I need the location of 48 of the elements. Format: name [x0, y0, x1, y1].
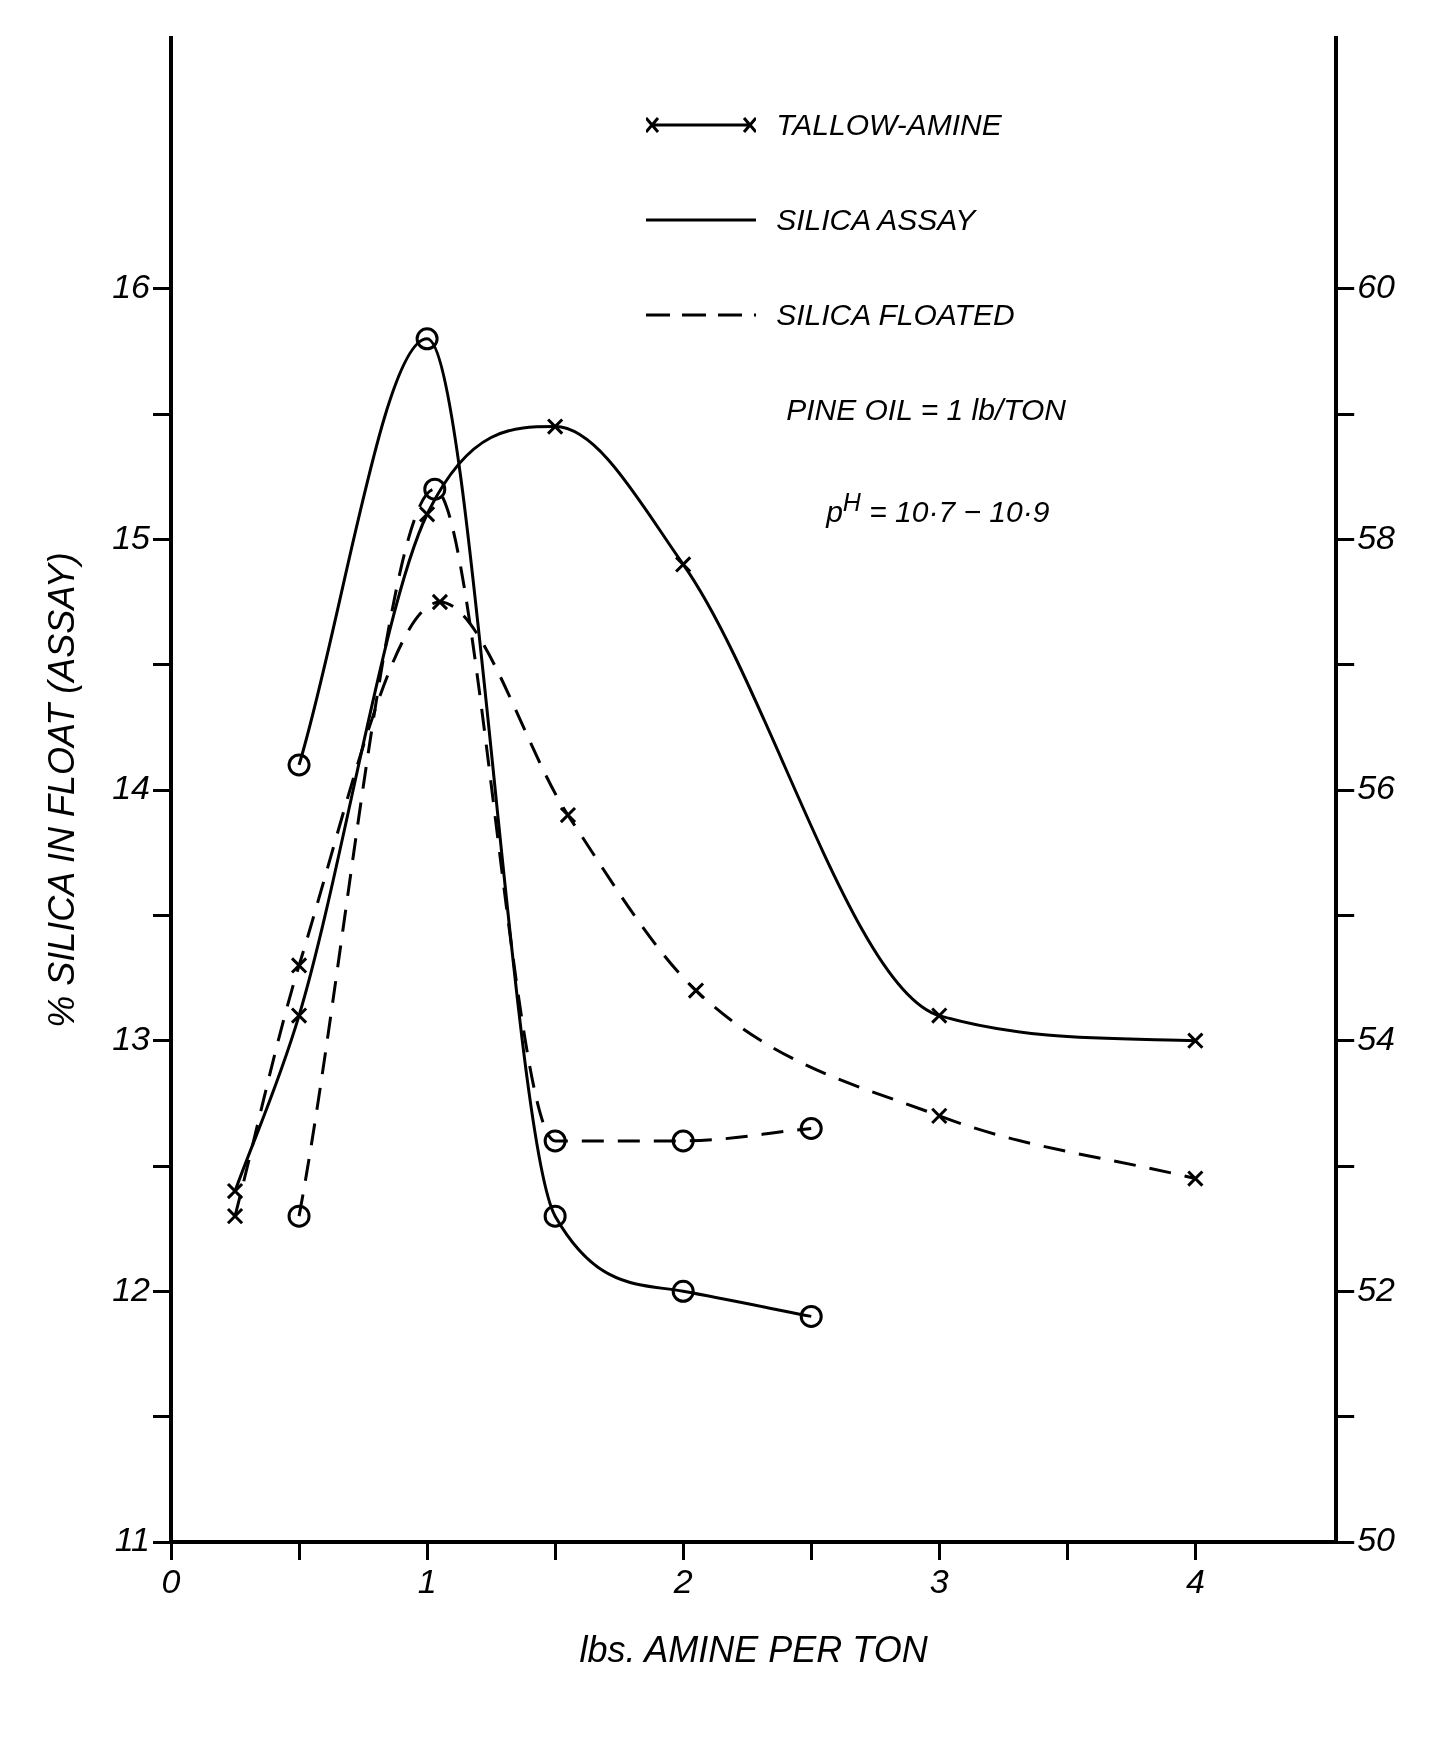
point [431, 593, 449, 611]
point [799, 1116, 823, 1140]
point [418, 505, 436, 523]
y-tick-label: 12 [112, 1269, 151, 1308]
point [423, 477, 447, 501]
point [290, 1007, 308, 1025]
y2-tick-label: 60 [1357, 267, 1396, 306]
point [930, 1007, 948, 1025]
y2-tick-label: 54 [1357, 1019, 1396, 1058]
x-axis-title: lbs. AMINE PER TON [579, 1629, 929, 1671]
point [559, 806, 577, 824]
point [1186, 1032, 1204, 1050]
annotation: SILICA ASSAY [776, 203, 976, 237]
point [226, 1207, 244, 1225]
point [799, 1304, 823, 1328]
y2-tick-label: 56 [1357, 768, 1396, 807]
y-tick-label: 15 [112, 517, 151, 556]
point [543, 1129, 567, 1153]
annotation: p$^{H}$ = 10·7 − 10·9 [826, 488, 1050, 529]
point [546, 417, 564, 436]
point [415, 327, 439, 351]
point [671, 1129, 695, 1153]
point [543, 1204, 567, 1228]
point [671, 1279, 695, 1303]
point [290, 956, 308, 975]
x-tick-label: 4 [1185, 1561, 1205, 1600]
x-tick-label: 1 [417, 1561, 437, 1600]
point [930, 1107, 948, 1125]
point [1186, 1169, 1204, 1188]
y-tick-label: 16 [112, 267, 151, 306]
point [226, 1182, 244, 1200]
annotation: TALLOW-AMINE [776, 108, 1002, 142]
point [287, 1204, 311, 1228]
y-tick-label: 14 [112, 768, 151, 807]
x-tick-label: 2 [672, 1561, 693, 1600]
point [674, 555, 692, 573]
annotation: SILICA FLOATED [776, 298, 1015, 332]
x-tick-label: 0 [161, 1561, 181, 1600]
point [687, 981, 705, 1000]
y2-tick-label: 52 [1357, 1269, 1396, 1308]
y2-tick-label: 50 [1357, 1520, 1396, 1559]
point [287, 753, 311, 777]
annotation: PINE OIL = 1 lb/TON [786, 393, 1067, 427]
y-axis-title: % SILICA IN FLOAT (ASSAY) [40, 552, 82, 1028]
y-tick-label: 11 [114, 1520, 151, 1559]
x-tick-label: 3 [929, 1561, 949, 1600]
y-tick-label: 13 [112, 1019, 151, 1058]
y2-tick-label: 58 [1357, 517, 1396, 556]
